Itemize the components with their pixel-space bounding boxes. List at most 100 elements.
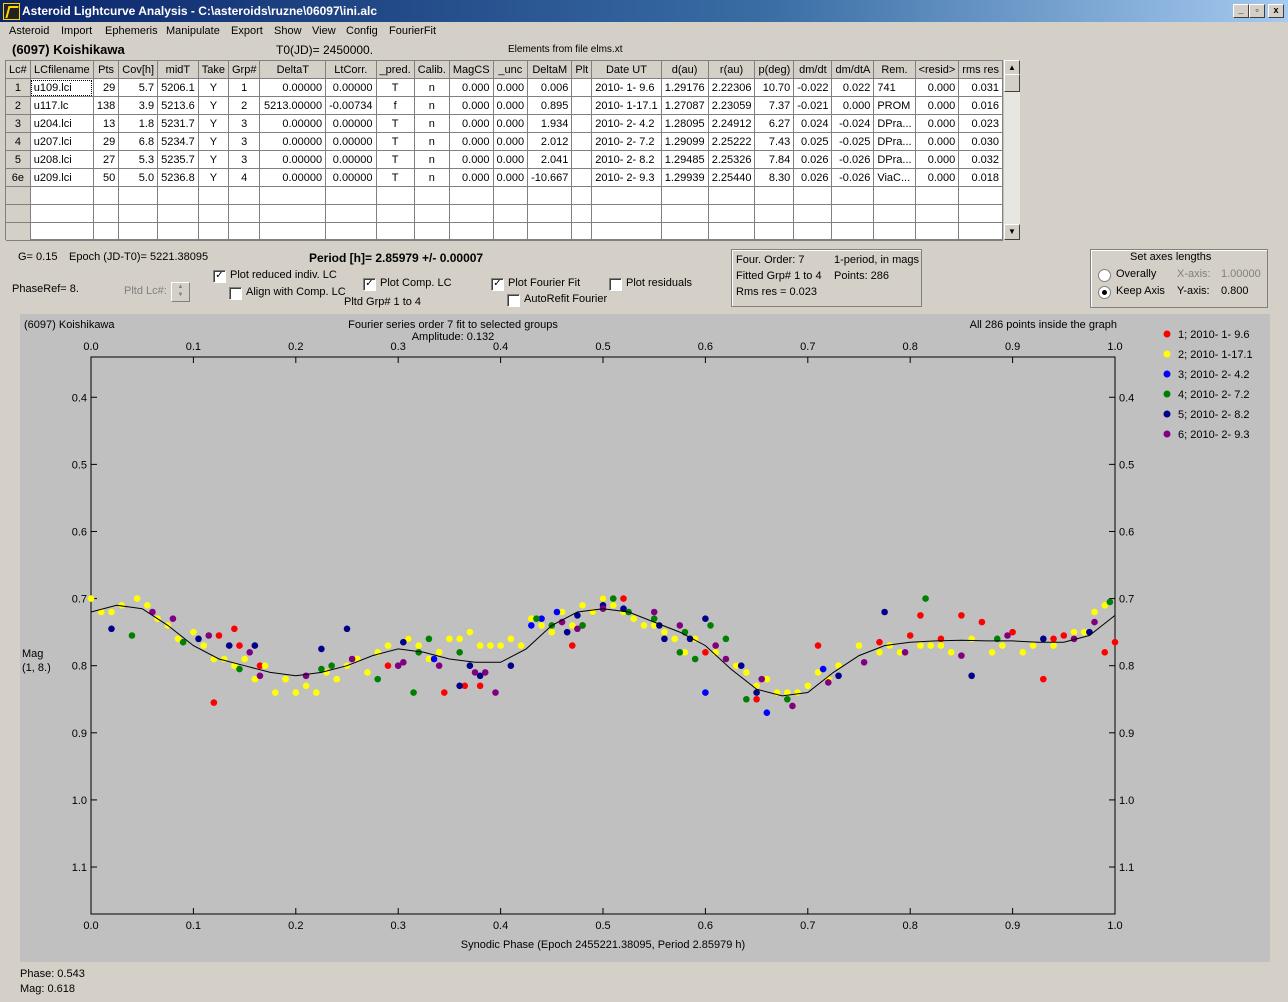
table-cell[interactable]: 0.022 bbox=[831, 78, 875, 97]
menu-ephemeris[interactable]: Ephemeris bbox=[105, 25, 158, 37]
scroll-thumb[interactable] bbox=[1004, 74, 1020, 92]
table-cell[interactable]: 1.29939 bbox=[661, 168, 709, 187]
column-header[interactable]: Cov[h] bbox=[118, 61, 159, 79]
table-cell[interactable]: 6e bbox=[6, 168, 31, 187]
table-cell[interactable]: 3 bbox=[228, 150, 261, 169]
table-cell[interactable]: 0.000 bbox=[449, 150, 494, 169]
table-cell[interactable]: 1.29176 bbox=[661, 78, 709, 97]
column-header[interactable]: Grp# bbox=[228, 61, 261, 79]
column-header[interactable]: midT bbox=[157, 61, 199, 79]
column-header[interactable]: Calib. bbox=[414, 61, 450, 79]
table-cell[interactable]: 5.0 bbox=[118, 168, 159, 187]
table-cell[interactable]: 29 bbox=[93, 78, 120, 97]
table-cell[interactable] bbox=[571, 150, 593, 169]
table-cell[interactable]: 1.934 bbox=[527, 114, 573, 133]
table-cell[interactable]: 0.025 bbox=[793, 132, 833, 151]
table-cell[interactable]: 2010- 2- 9.3 bbox=[591, 168, 662, 187]
table-cell[interactable]: 1.29099 bbox=[661, 132, 709, 151]
table-cell[interactable]: 5.3 bbox=[118, 150, 159, 169]
table-cell[interactable]: 0.000 bbox=[915, 132, 960, 151]
table-cell[interactable]: DPra... bbox=[873, 114, 916, 133]
menu-export[interactable]: Export bbox=[231, 25, 263, 37]
table-cell[interactable]: 0.016 bbox=[958, 96, 1003, 115]
table-cell[interactable]: 0.000 bbox=[831, 96, 875, 115]
table-cell[interactable]: Y bbox=[198, 96, 230, 115]
table-cell[interactable]: 0.000 bbox=[915, 150, 960, 169]
table-cell[interactable]: 2010- 2- 4.2 bbox=[591, 114, 662, 133]
table-cell[interactable]: 0.000 bbox=[449, 132, 494, 151]
column-header[interactable]: DeltaM bbox=[527, 61, 573, 79]
table-cell[interactable]: 8.30 bbox=[754, 168, 795, 187]
table-cell[interactable]: 29 bbox=[93, 132, 120, 151]
table-cell[interactable]: -0.025 bbox=[831, 132, 875, 151]
table-cell[interactable]: 0.00000 bbox=[259, 114, 327, 133]
table-cell[interactable]: 5.7 bbox=[118, 78, 159, 97]
table-cell[interactable]: 0.000 bbox=[493, 78, 529, 97]
table-cell[interactable]: u117.lc bbox=[30, 96, 94, 115]
table-cell[interactable]: u204.lci bbox=[30, 114, 94, 133]
align-comp-checkbox[interactable] bbox=[229, 287, 242, 300]
menu-manipulate[interactable]: Manipulate bbox=[166, 25, 220, 37]
table-cell[interactable]: n bbox=[414, 114, 450, 133]
table-cell[interactable]: 0.00000 bbox=[259, 132, 327, 151]
table-row[interactable]: 2 u117.lc 138 3.9 5213.6 Y 2 5213.00000 -0.00734… bbox=[6, 96, 1003, 115]
table-cell[interactable]: 0.000 bbox=[493, 114, 529, 133]
table-cell[interactable]: 2 bbox=[6, 96, 31, 115]
table-cell[interactable] bbox=[571, 96, 593, 115]
table-cell[interactable]: 0.00000 bbox=[259, 150, 327, 169]
table-cell[interactable]: T bbox=[376, 150, 415, 169]
column-header[interactable]: Pts bbox=[93, 61, 120, 79]
table-cell[interactable]: -10.667 bbox=[527, 168, 573, 187]
column-header[interactable]: Date UT bbox=[591, 61, 662, 79]
table-cell[interactable]: 0.000 bbox=[449, 96, 494, 115]
column-header[interactable]: DeltaT bbox=[259, 61, 327, 79]
table-cell[interactable]: 0.000 bbox=[493, 96, 529, 115]
table-cell[interactable]: 0.031 bbox=[958, 78, 1003, 97]
column-header[interactable]: _pred. bbox=[376, 61, 415, 79]
table-cell[interactable]: 0.026 bbox=[793, 150, 833, 169]
table-cell[interactable]: 0.00000 bbox=[325, 78, 377, 97]
table-cell[interactable] bbox=[571, 78, 593, 97]
table-cell[interactable]: T bbox=[376, 78, 415, 97]
column-header[interactable]: p(deg) bbox=[754, 61, 795, 79]
menu-view[interactable]: View bbox=[312, 25, 336, 37]
table-cell[interactable]: 13 bbox=[93, 114, 120, 133]
table-cell[interactable]: 0.006 bbox=[527, 78, 573, 97]
table-cell[interactable]: Y bbox=[198, 114, 230, 133]
table-cell[interactable]: 2.22306 bbox=[708, 78, 756, 97]
table-cell[interactable]: 0.000 bbox=[915, 168, 960, 187]
table-cell[interactable]: 1 bbox=[228, 78, 261, 97]
table-cell[interactable]: 0.030 bbox=[958, 132, 1003, 151]
plot-fourier-checkbox[interactable]: ✓ bbox=[491, 278, 504, 291]
table-cell[interactable]: T bbox=[376, 168, 415, 187]
table-cell[interactable]: 0.000 bbox=[493, 168, 529, 187]
table-cell[interactable]: T bbox=[376, 132, 415, 151]
close-button[interactable]: x bbox=[1268, 4, 1284, 18]
table-cell[interactable]: 3 bbox=[6, 114, 31, 133]
table-cell[interactable]: PROM bbox=[873, 96, 916, 115]
table-scrollbar[interactable]: ▲ ▼ bbox=[1003, 60, 1020, 240]
column-header[interactable]: LtCorr. bbox=[325, 61, 377, 79]
table-cell[interactable]: 4 bbox=[228, 168, 261, 187]
table-cell[interactable]: T bbox=[376, 114, 415, 133]
table-cell[interactable]: 0.00000 bbox=[325, 132, 377, 151]
menu-fourierfit[interactable]: FourierFit bbox=[389, 25, 437, 37]
table-cell[interactable]: Y bbox=[198, 150, 230, 169]
keep-axis-radio[interactable] bbox=[1098, 286, 1111, 299]
lightcurve-table[interactable]: Lc# LCfilename Pts Cov[h] midT Take Grp# DeltaT… bbox=[5, 60, 1004, 241]
table-cell[interactable]: 2.24912 bbox=[708, 114, 756, 133]
plot-reduced-checkbox[interactable]: ✓ bbox=[213, 270, 226, 283]
table-cell[interactable]: f bbox=[376, 96, 415, 115]
table-cell[interactable]: 0.000 bbox=[493, 132, 529, 151]
column-header[interactable]: r(au) bbox=[708, 61, 756, 79]
table-cell[interactable]: 2.012 bbox=[527, 132, 573, 151]
table-cell[interactable]: u208.lci bbox=[30, 150, 94, 169]
column-header[interactable]: Rem. bbox=[873, 61, 916, 79]
table-cell[interactable]: Y bbox=[198, 132, 230, 151]
table-cell[interactable]: 3.9 bbox=[118, 96, 159, 115]
table-cell[interactable]: 6.27 bbox=[754, 114, 795, 133]
table-cell[interactable]: Y bbox=[198, 78, 230, 97]
